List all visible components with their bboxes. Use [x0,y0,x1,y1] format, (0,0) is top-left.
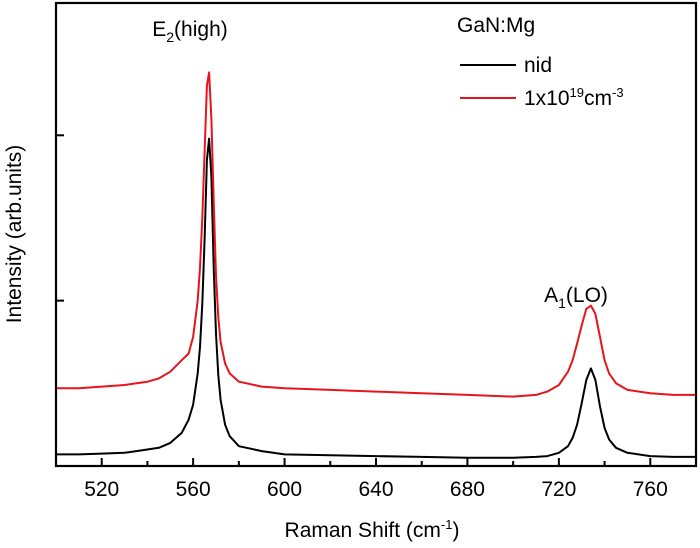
annotation-e2-high: E2(high) [152,18,228,45]
legend-label-nid: nid [524,54,552,77]
x-tick-label: 760 [633,478,668,501]
x-tick-label: 520 [84,478,119,501]
x-tick-label: 680 [450,478,485,501]
series-line-nid [56,137,696,459]
series-line-doped [56,71,696,398]
series-layer [56,71,696,459]
annotation-a1-lo: A1(LO) [544,284,608,311]
x-axis-title: Raman Shift (cm-1) [285,517,460,542]
y-axis-title: Intensity (arb.units) [3,145,26,324]
legend-label-doped: 1x1019cm-3 [524,85,624,110]
ticks-layer: 520 560 600 640 680 720 760 [55,134,697,501]
legend: GaN:Mg nid 1x1019cm-3 [457,14,624,110]
legend-title: GaN:Mg [457,14,535,37]
x-tick-label: 560 [176,478,211,501]
x-tick-label: 640 [358,478,393,501]
plot-frame [54,1,698,468]
x-tick-label: 720 [541,478,576,501]
x-tick-label: 600 [267,478,302,501]
